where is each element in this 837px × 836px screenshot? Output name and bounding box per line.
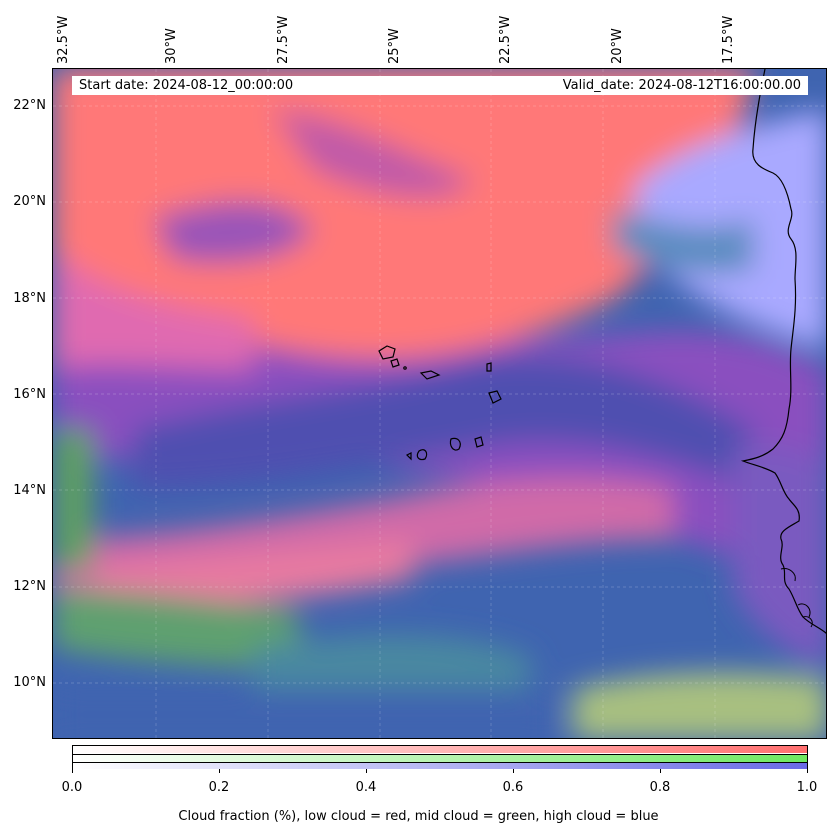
- island: [416, 449, 428, 461]
- coastline: [740, 69, 826, 634]
- cloud-layers: [53, 69, 826, 738]
- colorbar-tick-label: 0.8: [649, 780, 671, 795]
- coastline-detail: [780, 568, 796, 582]
- colorbar-tick: [366, 769, 367, 773]
- colorbar-tick-label: 1.0: [796, 780, 818, 795]
- lat-label: 14°N: [13, 483, 46, 498]
- colorbar-tick-label: 0.0: [61, 780, 83, 795]
- colorbar-tick: [807, 769, 808, 773]
- lon-label: 22.5°W: [498, 15, 513, 64]
- lat-label: 22°N: [13, 98, 46, 113]
- date-bar: Start date: 2024-08-12_00:00:00 Valid_da…: [72, 76, 808, 95]
- colorbar-mid-cloud: [73, 754, 807, 762]
- cloud-fraction-map[interactable]: [52, 68, 827, 739]
- island: [390, 358, 400, 368]
- island: [378, 345, 396, 360]
- lat-label: 12°N: [13, 579, 46, 594]
- islands: [378, 345, 502, 461]
- colorbar-tick-label: 0.2: [208, 780, 230, 795]
- island: [486, 362, 492, 372]
- colorbar-tick-label: 0.6: [502, 780, 524, 795]
- graticule: [53, 69, 826, 738]
- coastline-detail: [802, 616, 813, 628]
- island: [474, 436, 484, 448]
- lon-label: 17.5°W: [721, 15, 736, 64]
- lon-label: 30°W: [164, 28, 179, 64]
- colorbar-tick: [219, 769, 220, 773]
- island: [405, 452, 412, 461]
- colorbar-caption: Cloud fraction (%), low cloud = red, mid…: [178, 809, 659, 824]
- map-canvas: [53, 69, 826, 738]
- lat-label: 18°N: [13, 291, 46, 306]
- colorbar-low-cloud: [73, 746, 807, 753]
- island: [449, 437, 461, 451]
- lat-label: 16°N: [13, 387, 46, 402]
- lon-label: 25°W: [387, 28, 402, 64]
- lon-label: 27.5°W: [276, 15, 291, 64]
- coastline-detail: [797, 603, 811, 618]
- lon-label: 32.5°W: [56, 15, 71, 64]
- colorbar-tick-label: 0.4: [355, 780, 377, 795]
- island: [403, 366, 407, 370]
- colorbar-high-cloud: [73, 762, 807, 769]
- valid-date-label: Valid_date: 2024-08-12T16:00:00.00: [562, 78, 801, 93]
- colorbar-tick: [513, 769, 514, 773]
- lat-label: 10°N: [13, 675, 46, 690]
- lat-label: 20°N: [13, 194, 46, 209]
- island: [419, 370, 441, 380]
- colorbar-tick: [660, 769, 661, 773]
- island: [488, 390, 502, 404]
- start-date-label: Start date: 2024-08-12_00:00:00: [79, 78, 294, 93]
- colorbar: [72, 745, 808, 769]
- colorbar-tick: [72, 769, 73, 773]
- lon-label: 20°W: [610, 28, 625, 64]
